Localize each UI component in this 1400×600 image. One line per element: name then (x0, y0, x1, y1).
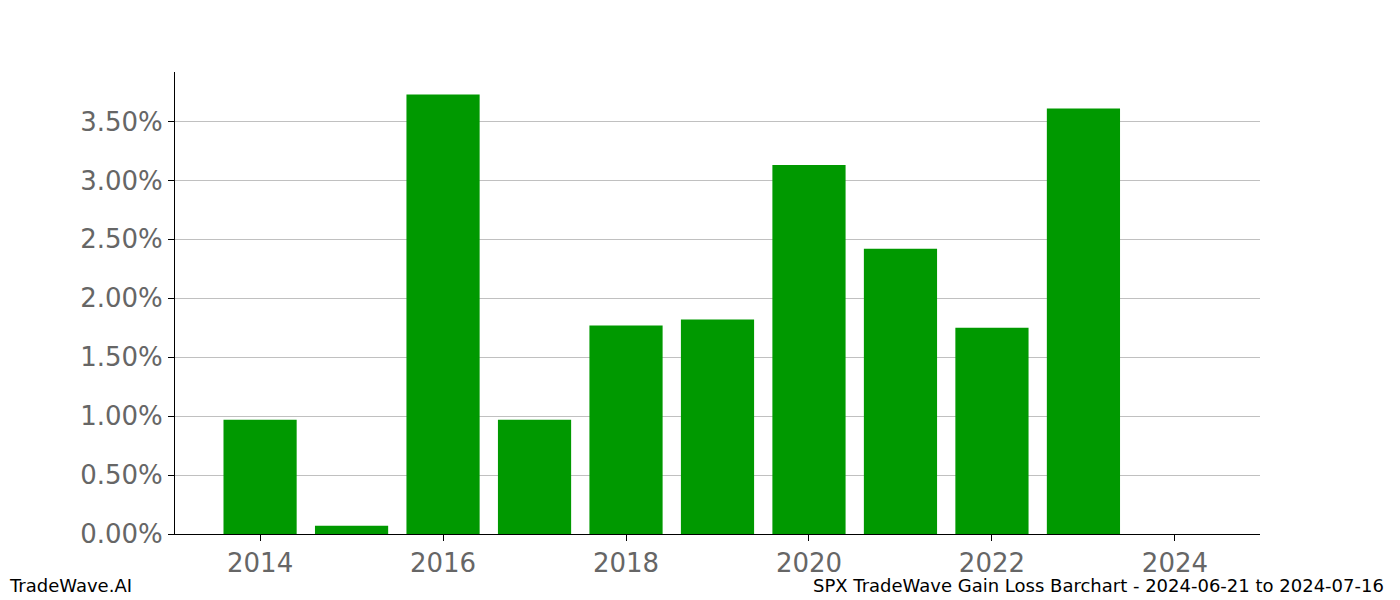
svg-text:2.50%: 2.50% (80, 224, 163, 254)
svg-text:2020: 2020 (776, 548, 842, 578)
svg-text:1.00%: 1.00% (80, 401, 163, 431)
svg-text:3.00%: 3.00% (80, 166, 163, 196)
svg-text:0.00%: 0.00% (80, 519, 163, 549)
svg-text:TradeWave.AI: TradeWave.AI (9, 575, 132, 596)
svg-text:3.50%: 3.50% (80, 107, 163, 137)
svg-text:2016: 2016 (410, 548, 476, 578)
svg-text:2.00%: 2.00% (80, 283, 163, 313)
svg-text:2022: 2022 (959, 548, 1025, 578)
svg-text:1.50%: 1.50% (80, 342, 163, 372)
svg-text:0.50%: 0.50% (80, 460, 163, 490)
svg-text:2018: 2018 (593, 548, 659, 578)
svg-text:2024: 2024 (1142, 548, 1208, 578)
svg-text:SPX TradeWave Gain Loss Barcha: SPX TradeWave Gain Loss Barchart - 2024-… (813, 575, 1384, 596)
svg-text:2014: 2014 (227, 548, 293, 578)
